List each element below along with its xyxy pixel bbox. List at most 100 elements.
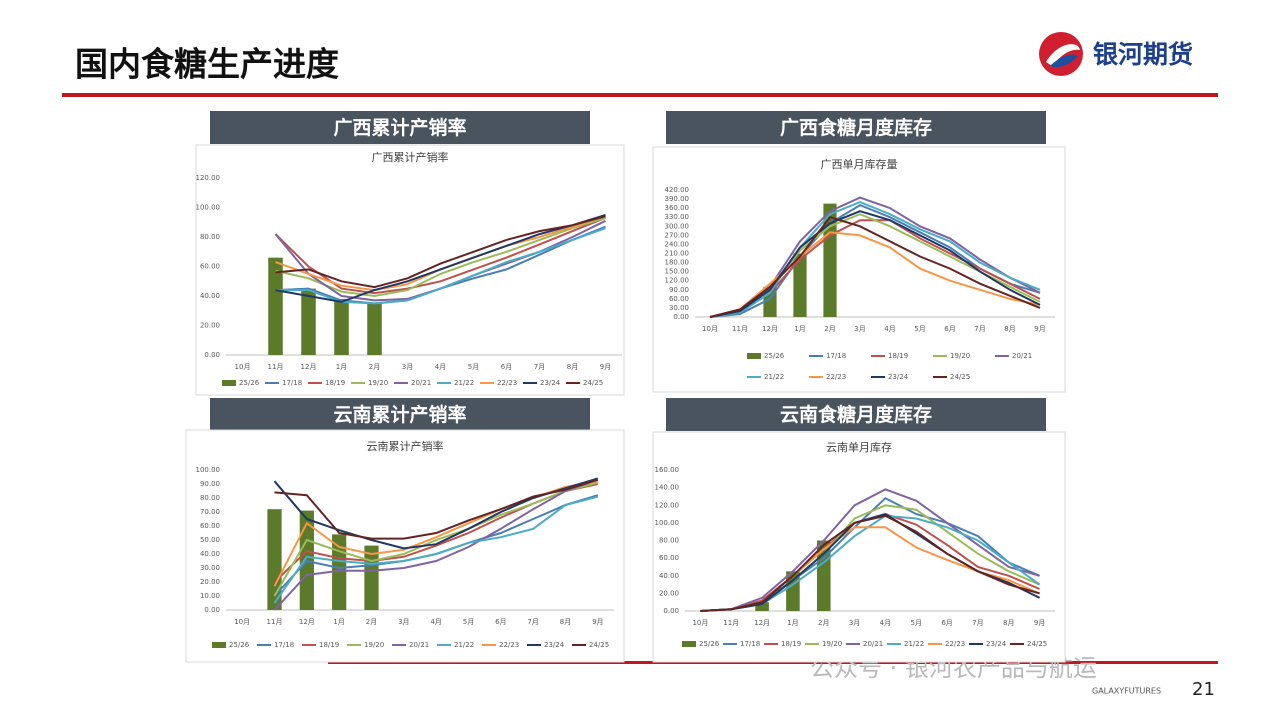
y-tick-label: 420.00 [665, 186, 690, 194]
x-tick-label: 9月 [592, 618, 603, 626]
x-tick-label: 1月 [333, 618, 344, 626]
x-tick-label: 9月 [1034, 325, 1045, 333]
y-tick-label: 30.00 [200, 564, 220, 572]
x-tick-label: 2月 [818, 619, 829, 627]
x-tick-label: 4月 [880, 619, 891, 627]
legend-label: 18/19 [325, 379, 345, 387]
x-tick-label: 6月 [495, 618, 506, 626]
y-tick-label: 270.00 [665, 231, 690, 239]
legend-label: 25/26 [239, 379, 260, 387]
line [709, 201, 1041, 318]
x-tick-label: 6月 [941, 619, 952, 627]
legend-label: 19/20 [950, 352, 970, 360]
x-tick-label: 11月 [267, 618, 283, 626]
x-tick-label: 12月 [762, 325, 778, 333]
legend-label: 24/25 [950, 373, 970, 381]
logo-text: 银河期货 [1093, 40, 1193, 69]
legend-label: 19/20 [364, 641, 384, 649]
x-tick-label: 7月 [974, 325, 985, 333]
x-tick-label: 6月 [501, 363, 512, 371]
line [275, 216, 606, 298]
chart-frame [185, 429, 625, 663]
legend-label: 22/23 [945, 640, 965, 648]
page-number: 21 [1192, 679, 1215, 700]
chart-title: 云南累计产销率 [367, 439, 444, 453]
panel-banner [666, 398, 1046, 431]
x-tick-label: 8月 [560, 618, 571, 626]
legend-label: 22/23 [499, 641, 519, 649]
bar [793, 253, 807, 317]
legend-label: 23/24 [544, 641, 565, 649]
legend-label: 21/22 [904, 640, 924, 648]
legend-label: 24/25 [1027, 640, 1047, 648]
line [273, 495, 599, 604]
y-tick-label: 330.00 [665, 213, 690, 221]
x-tick-label: 11月 [268, 363, 284, 371]
legend-label: 24/25 [589, 641, 609, 649]
x-tick-label: 3月 [854, 325, 865, 333]
line [273, 478, 599, 611]
slide-title: 国内食糖生产进度 [75, 45, 339, 84]
legend-label: 17/18 [274, 641, 294, 649]
legend-label: 20/21 [411, 379, 431, 387]
legend-swatch [747, 353, 761, 359]
x-tick-label: 7月 [972, 619, 983, 627]
y-tick-label: 140.00 [655, 484, 680, 492]
legend-label: 23/24 [540, 379, 561, 387]
x-tick-label: 7月 [527, 618, 538, 626]
legend-label: 18/19 [781, 640, 801, 648]
y-tick-label: 180.00 [665, 259, 690, 267]
y-tick-label: 80.00 [659, 537, 679, 545]
y-tick-label: 210.00 [665, 250, 690, 258]
line [275, 227, 606, 305]
line [709, 231, 1041, 318]
chart-title: 广西单月库存量 [821, 157, 898, 171]
panel-title: 广西食糖月度库存 [780, 116, 932, 139]
line [700, 488, 1040, 612]
y-tick-label: 90.00 [200, 480, 220, 488]
x-tick-label: 12月 [301, 363, 317, 371]
y-tick-label: 100.00 [196, 204, 221, 212]
x-tick-label: 5月 [463, 618, 474, 626]
x-tick-label: 12月 [299, 618, 315, 626]
legend-label: 19/20 [368, 379, 388, 387]
legend-label: 17/18 [740, 640, 760, 648]
legend-label: 25/26 [764, 352, 785, 360]
legend-label: 25/26 [699, 640, 720, 648]
y-tick-label: 40.00 [200, 550, 220, 558]
y-tick-label: 50.00 [200, 536, 220, 544]
legend-label: 23/24 [986, 640, 1007, 648]
logo-swoosh [1046, 44, 1080, 66]
legend-label: 18/19 [319, 641, 339, 649]
chart-frame [195, 144, 625, 396]
y-tick-label: 80.00 [200, 233, 220, 241]
y-tick-label: 120.00 [196, 174, 221, 182]
y-tick-label: 120.00 [655, 501, 680, 509]
chart-title: 广西累计产销率 [372, 150, 449, 164]
x-tick-label: 3月 [402, 363, 413, 371]
line [273, 481, 599, 597]
x-tick-label: 1月 [787, 619, 798, 627]
bar [268, 257, 283, 355]
y-tick-label: 70.00 [200, 508, 220, 516]
y-tick-label: 0.00 [663, 607, 679, 615]
x-tick-label: 5月 [911, 619, 922, 627]
y-tick-label: 10.00 [200, 592, 220, 600]
line [700, 514, 1040, 612]
bar [334, 298, 349, 355]
x-tick-label: 10月 [692, 619, 708, 627]
chart-frame [652, 431, 1066, 663]
bar [364, 545, 379, 610]
y-tick-label: 100.00 [655, 519, 680, 527]
y-tick-label: 100.00 [196, 466, 221, 474]
bar [367, 303, 382, 355]
legend-label: 24/25 [583, 379, 603, 387]
x-tick-label: 11月 [732, 325, 748, 333]
x-tick-label: 4月 [884, 325, 895, 333]
legend-label: 25/26 [229, 641, 250, 649]
bar [301, 288, 316, 355]
panel-title: 云南食糖月度库存 [780, 403, 932, 426]
line [709, 216, 1041, 318]
y-tick-label: 40.00 [200, 292, 220, 300]
